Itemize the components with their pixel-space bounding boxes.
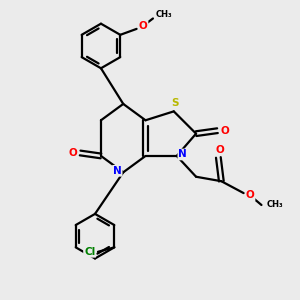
Text: S: S xyxy=(172,98,179,108)
Text: O: O xyxy=(220,126,229,136)
Text: Cl: Cl xyxy=(84,247,95,257)
Text: O: O xyxy=(139,21,148,31)
Text: CH₃: CH₃ xyxy=(156,10,172,19)
Text: O: O xyxy=(246,190,254,200)
Text: CH₃: CH₃ xyxy=(267,200,284,209)
Text: N: N xyxy=(178,149,187,160)
Text: N: N xyxy=(113,166,122,176)
Text: O: O xyxy=(215,145,224,155)
Text: O: O xyxy=(68,148,77,158)
